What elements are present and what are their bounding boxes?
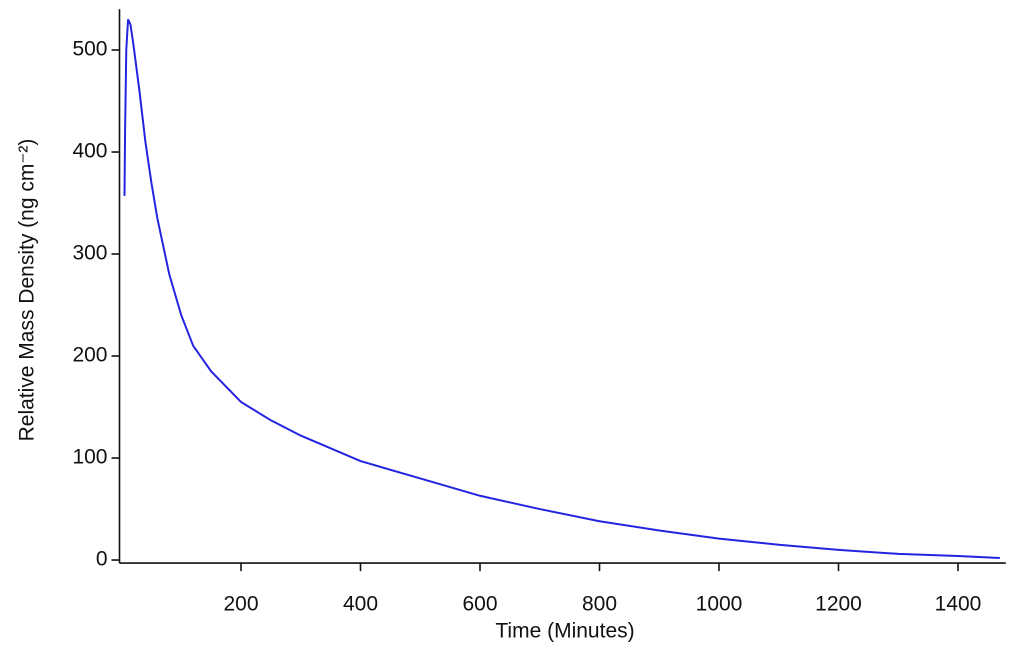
x-tick-label: 200 — [223, 593, 258, 616]
x-tick-label: 1200 — [815, 593, 862, 616]
x-tick-label: 800 — [582, 593, 617, 616]
y-tick-label: 100 — [72, 446, 107, 469]
data-line — [123, 18, 1000, 559]
x-tick-label: 1000 — [696, 593, 743, 616]
x-axis-label: Time (Minutes) — [495, 620, 634, 643]
x-tick-label: 1400 — [935, 593, 982, 616]
y-tick-label: 400 — [72, 140, 107, 163]
y-tick-label: 300 — [72, 242, 107, 265]
y-tick-label: 500 — [72, 38, 107, 61]
y-axis-label: Relative Mass Density (ng cm⁻²) — [16, 139, 39, 442]
x-tick-label: 400 — [343, 593, 378, 616]
x-tick-label: 600 — [462, 593, 497, 616]
y-tick-label: 0 — [96, 548, 108, 571]
y-tick-label: 200 — [72, 344, 107, 367]
